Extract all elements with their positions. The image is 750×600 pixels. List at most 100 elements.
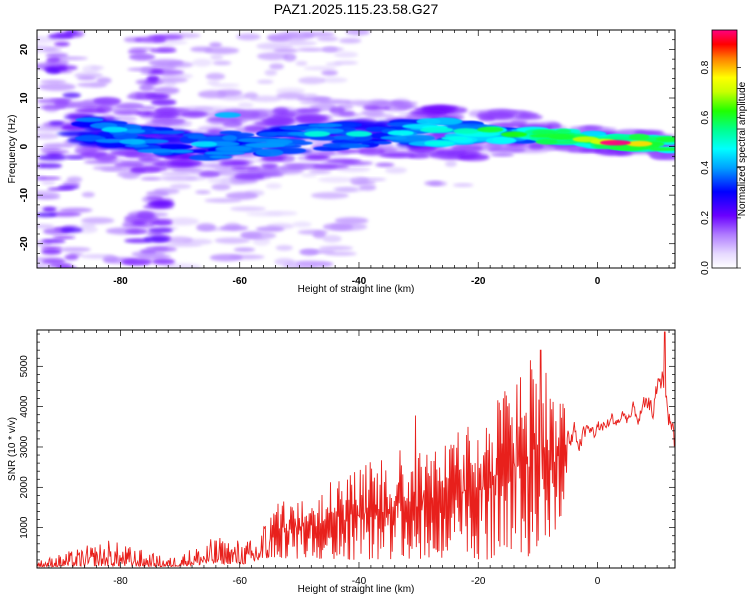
spectrogram-cell (205, 72, 226, 81)
spectrogram-cell (416, 118, 441, 125)
spectrogram-ytick-label: 0 (19, 143, 30, 149)
spectrogram-cell (318, 123, 343, 128)
spectrogram-cell (333, 61, 359, 65)
spectrogram-cell (37, 154, 67, 161)
spectrogram-cell (329, 106, 346, 115)
snr-xtick-label: -40 (352, 576, 367, 587)
spectrogram-cell (419, 126, 454, 133)
spectrogram-cell (146, 196, 163, 201)
spectrogram-cell (136, 211, 154, 220)
spectrogram-cell (139, 106, 156, 110)
spectrogram-cell (42, 48, 62, 52)
spectrogram-cell (150, 117, 186, 126)
spectrogram-cell (629, 133, 650, 141)
spectrogram-cell (90, 65, 104, 70)
spectrogram-cell (113, 161, 145, 168)
spectrogram-cell (334, 217, 369, 225)
spectrogram-cell (492, 137, 515, 143)
spectrogram-cell (212, 60, 232, 66)
spectrogram-cell (210, 54, 224, 60)
spectrogram-cell (77, 76, 97, 80)
spectrogram-xtick-label: -20 (471, 276, 486, 287)
spectrogram-cell (548, 134, 575, 140)
spectrogram-cell (41, 149, 70, 154)
spectrogram-cell (127, 49, 147, 55)
spectrogram-cell (293, 115, 328, 122)
spectrogram-cell (166, 217, 200, 226)
spectrogram-cell (488, 146, 526, 153)
spectrogram-cell (345, 30, 370, 36)
spectrogram-cell (335, 187, 358, 192)
spectrogram-cell (148, 227, 173, 234)
spectrogram-cell (124, 229, 148, 234)
spectrogram-cell (518, 112, 539, 118)
spectrogram-cell (81, 191, 95, 198)
spectrogram-cell (312, 231, 326, 239)
spectrogram-cell (49, 121, 65, 126)
spectrogram-cell (255, 226, 285, 232)
spectrogram-frame (36, 29, 676, 269)
spectrogram-cell (267, 35, 289, 41)
snr-ytick-label: 2000 (19, 476, 30, 499)
spectrogram-cell (339, 38, 362, 44)
spectrogram-cell (148, 59, 184, 67)
colorbar-gradient (711, 29, 738, 269)
spectrogram-cell (325, 158, 362, 164)
spectrogram-cell (150, 69, 164, 74)
spectrogram-cell (380, 135, 408, 140)
spectrogram-cell (295, 61, 308, 66)
colorbar-tick-label: 0.2 (700, 211, 711, 225)
spectrogram-ytick-label: 10 (19, 92, 30, 104)
spectrogram-cell (214, 237, 251, 244)
spectrogram-cell (337, 149, 363, 154)
spectrogram-cell (299, 248, 319, 256)
spectrogram-cell (264, 210, 298, 216)
spectrogram-cell (204, 151, 245, 156)
spectrogram-cell (45, 67, 61, 74)
spectrogram-cell (147, 200, 175, 208)
spectrogram-cell (373, 140, 392, 145)
snr-panel: -80 -60 -40 -20 0 1000 2000 3000 4000 5000 Height… (7, 329, 676, 595)
spectrogram-cell (145, 94, 171, 99)
spectrogram-cell (95, 138, 125, 144)
spectrogram-cell (160, 171, 192, 176)
spectrogram-cell (249, 95, 282, 103)
spectrogram-cell (233, 247, 255, 252)
spectrogram-cell (318, 176, 355, 183)
spectrogram-cell (363, 105, 391, 111)
spectrogram-cell (37, 224, 55, 229)
spectrogram-cell (75, 117, 104, 123)
snr-ytick-label: 3000 (19, 435, 30, 458)
spectrogram-cell (579, 148, 605, 153)
spectrogram-cell (81, 217, 115, 224)
spectrogram-cell (46, 56, 61, 63)
spectrogram-cell (301, 173, 317, 178)
spectrogram-cell (599, 140, 631, 146)
spectrogram-cell (296, 48, 326, 52)
spectrogram-xtick-label: -60 (233, 276, 248, 287)
spectrogram-cell (478, 115, 496, 122)
spectrogram-cell (458, 153, 490, 161)
spectrogram-cell (96, 77, 112, 84)
spectrogram-cell (225, 191, 259, 200)
spectrogram-cell (190, 46, 214, 52)
spectrogram-cell (305, 154, 331, 161)
spectrogram-cell (649, 147, 675, 151)
spectrogram-cell (217, 89, 243, 96)
spectrogram-cell (199, 170, 220, 178)
snr-xtick-label: -20 (471, 576, 486, 587)
spectrogram-cell (245, 142, 286, 148)
spectrogram-cell (500, 131, 528, 138)
spectrogram-cell (312, 164, 350, 169)
spectrogram-cell (435, 149, 468, 156)
spectrogram-cell (151, 258, 176, 265)
spectrogram-cell (41, 180, 56, 185)
spectrogram-cell (161, 40, 188, 45)
spectrogram-cell (321, 70, 338, 76)
spectrogram-cell (222, 119, 243, 128)
spectrogram-cell (146, 190, 170, 197)
spectrogram-cell (172, 167, 203, 173)
spectrogram-cell (152, 114, 178, 120)
spectrogram-cell (452, 183, 474, 187)
spectrogram-cell (196, 223, 216, 232)
